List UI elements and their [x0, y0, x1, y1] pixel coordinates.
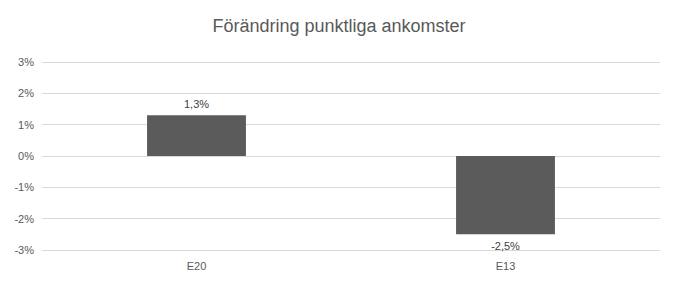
svg-text:1,3%: 1,3%: [184, 98, 209, 110]
svg-text:2%: 2%: [18, 87, 34, 99]
svg-text:-1%: -1%: [14, 181, 34, 193]
svg-text:E13: E13: [496, 260, 516, 272]
svg-text:Förändring punktliga ankomster: Förändring punktliga ankomster: [212, 16, 465, 36]
svg-text:-2%: -2%: [14, 213, 34, 225]
svg-text:1%: 1%: [18, 119, 34, 131]
svg-text:-3%: -3%: [14, 244, 34, 256]
svg-text:E20: E20: [187, 260, 207, 272]
svg-text:3%: 3%: [18, 56, 34, 68]
svg-text:0%: 0%: [18, 150, 34, 162]
svg-text:-2,5%: -2,5%: [491, 240, 520, 252]
